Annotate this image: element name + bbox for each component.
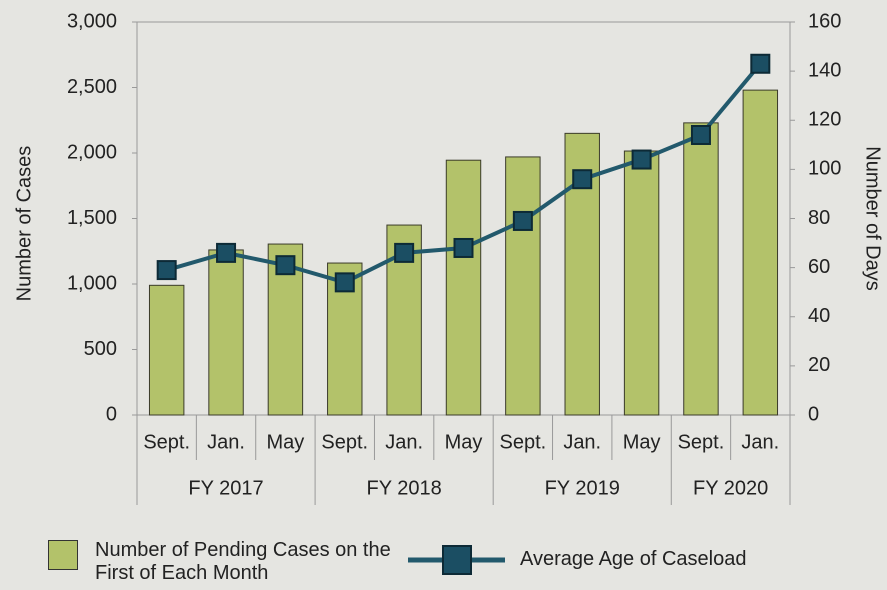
marker — [275, 255, 296, 276]
y-tick-label: 0 — [106, 403, 117, 425]
y-axis-label: Number of Cases — [13, 146, 35, 302]
bar — [742, 89, 779, 416]
y-tick-label: 1,500 — [67, 207, 117, 229]
marker — [750, 53, 771, 74]
marker — [156, 260, 177, 281]
legend-label: Number of Pending Cases on the First of … — [95, 539, 391, 584]
bar — [683, 122, 719, 416]
y-tick-label: 500 — [84, 338, 117, 360]
bar — [445, 159, 482, 416]
y2-tick-label: 140 — [808, 59, 841, 81]
marker — [572, 169, 593, 190]
legend-swatch-bar — [48, 540, 78, 570]
marker — [453, 237, 474, 258]
y2-tick-label: 0 — [808, 403, 819, 425]
y2-tick-label: 20 — [808, 354, 830, 376]
bar — [623, 150, 660, 416]
y2-tick-label: 160 — [808, 10, 841, 32]
x-tick-label: May — [623, 431, 661, 453]
bar — [208, 249, 244, 416]
x-tick-label: Sept. — [500, 431, 547, 453]
y2-tick-label: 80 — [808, 207, 830, 229]
x-tick-label: Jan. — [207, 431, 245, 453]
x-tick-label: Sept. — [143, 431, 190, 453]
x-tick-label: Sept. — [678, 431, 725, 453]
x-tick-label: Jan. — [563, 431, 601, 453]
y-tick-label: 2,500 — [67, 76, 117, 98]
y-tick-label: 3,000 — [67, 10, 117, 32]
y-tick-label: 2,000 — [67, 141, 117, 163]
x-tick-label: May — [445, 431, 483, 453]
x-tick-label: Jan. — [741, 431, 779, 453]
x-group-label: FY 2020 — [693, 477, 768, 499]
marker — [334, 272, 355, 293]
bar — [148, 284, 185, 416]
marker — [394, 242, 415, 263]
marker — [512, 210, 533, 231]
legend-label: Average Age of Caseload — [520, 548, 747, 570]
x-tick-label: May — [267, 431, 305, 453]
x-tick-label: Jan. — [385, 431, 423, 453]
y2-tick-label: 100 — [808, 158, 841, 180]
bar — [505, 156, 541, 416]
x-tick-label: Sept. — [321, 431, 368, 453]
y2-axis-label: Number of Days — [862, 146, 884, 291]
y2-tick-label: 120 — [808, 109, 841, 131]
x-group-label: FY 2018 — [367, 477, 442, 499]
x-group-label: FY 2017 — [188, 477, 263, 499]
marker — [216, 242, 237, 263]
y2-tick-label: 40 — [808, 305, 830, 327]
y2-tick-label: 60 — [808, 256, 830, 278]
y-tick-label: 1,000 — [67, 272, 117, 294]
x-group-label: FY 2019 — [545, 477, 620, 499]
marker — [631, 149, 652, 170]
marker — [690, 124, 711, 145]
